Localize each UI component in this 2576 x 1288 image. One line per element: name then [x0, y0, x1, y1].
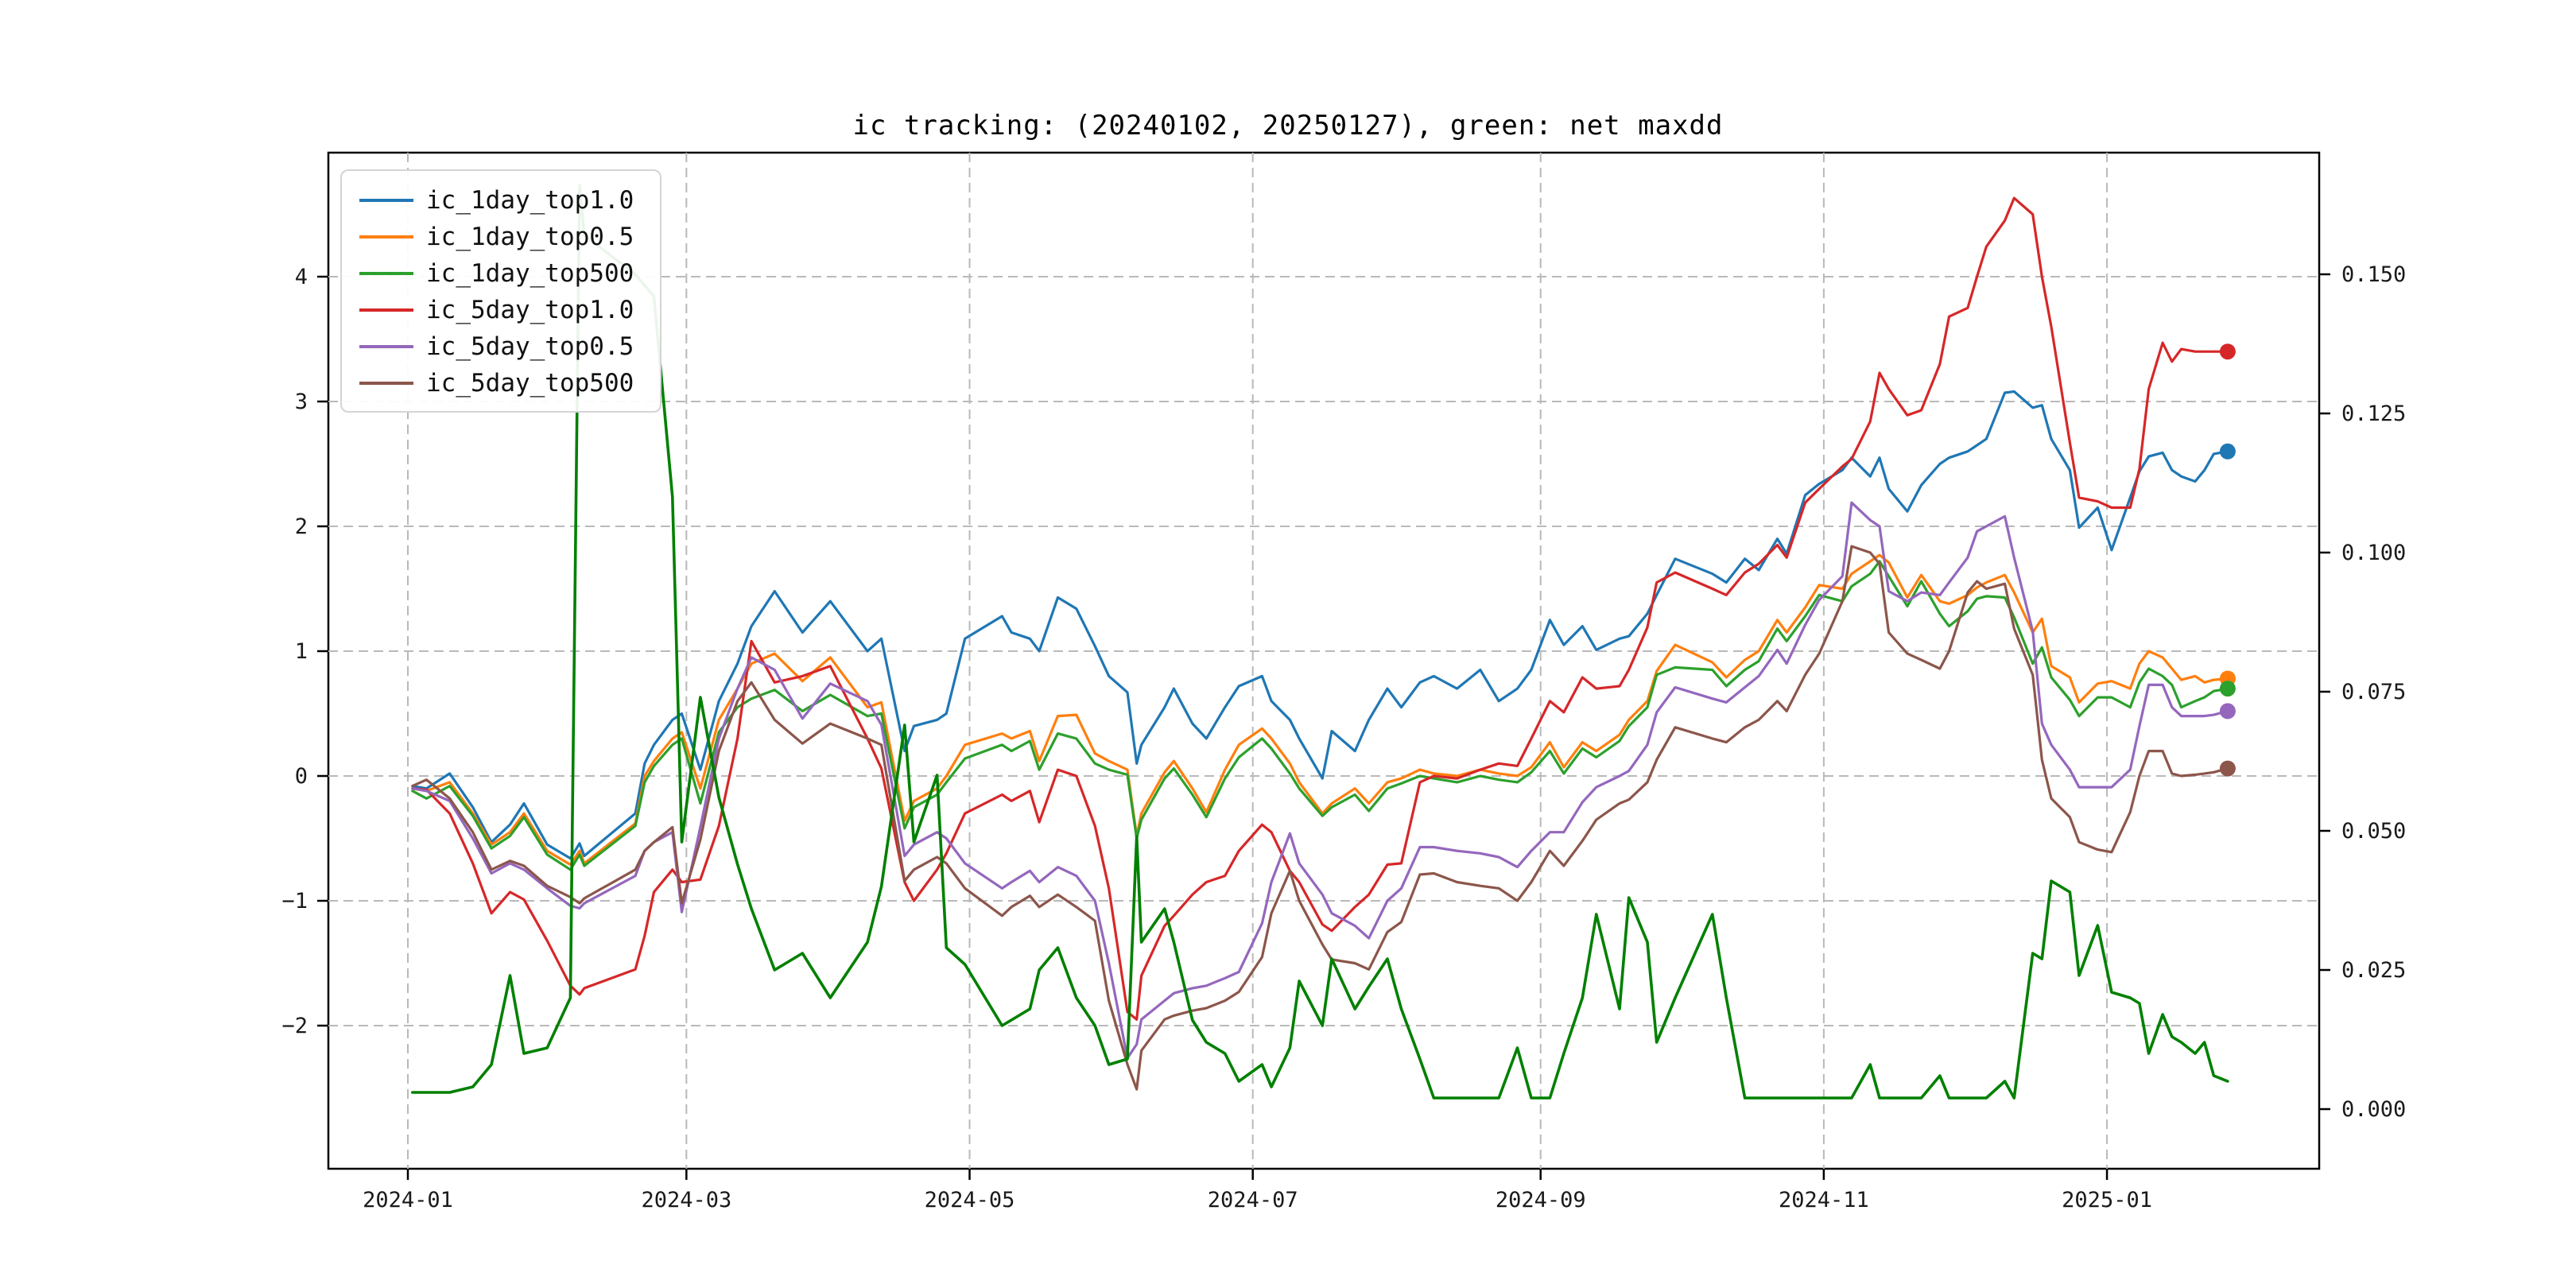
legend-label: ic_1day_top1.0: [426, 186, 634, 215]
series-line-ic-5day-top500: [411, 545, 2229, 1091]
left-tick-label: 1: [295, 639, 308, 664]
left-tick-label: −1: [281, 889, 308, 914]
x-tick-label: 2025-01: [2062, 1188, 2152, 1212]
legend-label: ic_1day_top500: [426, 259, 634, 288]
x-tick-label: 2024-05: [925, 1188, 1015, 1212]
legend-swatch: [359, 235, 413, 239]
right-tick-label: 0.050: [2341, 819, 2406, 844]
legend-item-ic-1day-top1-0: ic_1day_top1.0: [350, 182, 652, 219]
x-tick-label: 2024-07: [1208, 1188, 1298, 1212]
series-end-dot-ic-5day-top1-0: [2219, 343, 2236, 360]
series-line-ic-1day-top500: [411, 560, 2229, 871]
legend-item-ic-5day-top1-0: ic_5day_top1.0: [350, 292, 652, 328]
series-end-dot-ic-1day-top500: [2219, 681, 2236, 697]
right-tick-label: 0.100: [2341, 541, 2406, 565]
legend-item-ic-1day-top0-5: ic_1day_top0.5: [350, 219, 652, 255]
series-end-dot-ic-1day-top1-0: [2219, 443, 2236, 460]
right-tick-label: 0.075: [2341, 680, 2406, 704]
right-tick-label: 0.000: [2341, 1097, 2406, 1122]
series-line-net-maxdd: [411, 184, 2229, 1100]
legend-label: ic_1day_top0.5: [426, 223, 634, 251]
x-tick-label: 2024-01: [363, 1188, 453, 1212]
right-tick-label: 0.125: [2341, 402, 2406, 426]
legend-swatch: [359, 345, 413, 348]
legend-swatch: [359, 308, 413, 312]
series-line-ic-1day-top1-0: [411, 390, 2229, 860]
left-tick-label: 3: [295, 390, 308, 414]
legend-item-ic-5day-top0-5: ic_5day_top0.5: [350, 328, 652, 365]
x-tick-label: 2024-11: [1779, 1188, 1869, 1212]
left-tick-label: 0: [295, 764, 308, 789]
legend-label: ic_5day_top500: [426, 369, 634, 398]
right-tick-label: 0.025: [2341, 958, 2406, 983]
series-end-dot-ic-5day-top0-5: [2219, 703, 2236, 720]
legend-swatch: [359, 199, 413, 202]
legend-item-ic-5day-top500: ic_5day_top500: [350, 365, 652, 402]
legend: ic_1day_top1.0 ic_1day_top0.5 ic_1day_top5…: [340, 169, 661, 413]
series-line-ic-5day-top0-5: [411, 501, 2229, 1060]
legend-label: ic_5day_top1.0: [426, 296, 634, 324]
x-tick-label: 2024-03: [641, 1188, 731, 1212]
series-end-dot-ic-5day-top500: [2219, 760, 2236, 777]
legend-item-ic-1day-top500: ic_1day_top500: [350, 255, 652, 292]
chart-title: ic tracking: (20240102, 20250127), green…: [852, 110, 1724, 142]
right-tick-label: 0.150: [2341, 262, 2406, 287]
left-tick-label: 2: [295, 514, 308, 539]
legend-swatch: [359, 272, 413, 275]
left-tick-label: −2: [281, 1014, 308, 1038]
left-tick-label: 4: [295, 265, 308, 289]
legend-label: ic_5day_top0.5: [426, 332, 634, 361]
legend-swatch: [359, 382, 413, 385]
x-tick-label: 2024-09: [1496, 1188, 1586, 1212]
